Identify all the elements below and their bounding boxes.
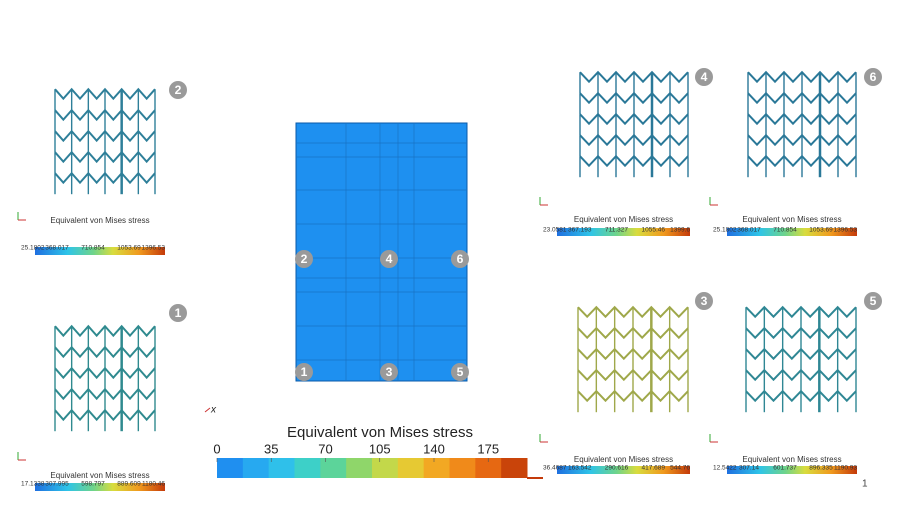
colorbar-tick-label: 0 (213, 441, 220, 456)
colorbar-tick-label: 1180.46 (142, 481, 165, 488)
colorbar-segment (242, 458, 270, 478)
colorbar-tick-label: 896.335 (809, 465, 833, 472)
badge-label: 5 (457, 365, 464, 379)
colorbar-tick-label: 544.76 (670, 465, 690, 472)
axis-icon (204, 407, 211, 413)
colorbar-tick-label: 35 (264, 441, 278, 456)
badge-circle (451, 250, 469, 268)
badge-circle (695, 292, 713, 310)
colorbar-segment (294, 458, 321, 478)
colorbar-tick-label: 307.995 (45, 481, 69, 488)
badge-label: 3 (701, 294, 708, 308)
colorbar-segment (397, 458, 425, 478)
badge-label: 1 (301, 365, 308, 379)
colorbar-tick-label: 598.797 (81, 481, 105, 488)
badge-label: 5 (870, 294, 877, 308)
badge-circle (451, 363, 469, 381)
colorbar-segment (346, 458, 373, 478)
colorbar-segment (449, 458, 476, 478)
badge-label: 1 (175, 306, 182, 320)
colorbar-tick-label: 25.1802 (21, 245, 45, 252)
colorbar-title: Equivalent von Mises stress (742, 215, 841, 224)
colorbar-title: Equivalent von Mises stress (50, 216, 149, 225)
badge-circle (169, 81, 187, 99)
badge-label: 2 (301, 252, 308, 266)
badge-label: 2 (175, 83, 182, 97)
badge-label: 6 (870, 70, 877, 84)
lattice (54, 87, 156, 195)
colorbar-tick-label: 889.609 (117, 481, 141, 488)
colorbar-segment (501, 458, 528, 478)
badge-circle (864, 292, 882, 310)
center-model (295, 122, 468, 382)
colorbar-segment (475, 458, 502, 478)
axis-label: x (210, 405, 217, 416)
colorbar-title: Equivalent von Mises stress (574, 215, 673, 224)
colorbar-tick-label: 711.327 (605, 227, 628, 234)
badge-label: 3 (386, 365, 393, 379)
colorbar-tick-label: 163.542 (568, 465, 592, 472)
badge-label: 6 (457, 252, 464, 266)
badge-circle (864, 68, 882, 86)
colorbar-tick-label: 25.1802 (713, 227, 737, 234)
colorbar-tick-label: 1055.46 (642, 227, 666, 234)
colorbar-tick-label: 1053.69 (809, 227, 833, 234)
colorbar (727, 466, 857, 474)
badge-circle (380, 363, 398, 381)
colorbar-tick-label: 417.689 (642, 465, 666, 472)
colorbar (35, 483, 165, 491)
colorbar-title: Equivalent von Mises stress (50, 471, 149, 480)
colorbar-tick-label: 307.14 (739, 465, 759, 472)
colorbar-tick-label: 140 (423, 441, 445, 456)
colorbar-tick-label: 601.737 (773, 465, 797, 472)
colorbar-tick-label: 36.4687 (543, 465, 567, 472)
colorbar-tick-label: 367.193 (568, 227, 592, 234)
colorbar-title: Equivalent von Mises stress (742, 455, 841, 464)
page-number: 1 (862, 479, 868, 490)
colorbar-tick-label: 12.5422 (713, 465, 737, 472)
colorbar (557, 466, 690, 474)
colorbar-tick-label: 23.0581 (543, 227, 567, 234)
colorbar-tick-label: 17.1338 (21, 481, 45, 488)
colorbar-segment (423, 458, 450, 478)
colorbar-tick-label: 368.017 (737, 227, 761, 234)
colorbar-tick-label: 175 (477, 441, 499, 456)
lattice (745, 305, 857, 413)
colorbar-segment (372, 458, 399, 478)
lattice (579, 70, 689, 178)
colorbar-tick-label: 290.616 (605, 465, 629, 472)
colorbar (35, 247, 165, 255)
lattice (747, 70, 857, 178)
colorbar-title: Equivalent von Mises stress (287, 424, 473, 441)
badge-circle (295, 250, 313, 268)
colorbar-tick-label: 1396.53 (142, 245, 166, 252)
badge-label: 4 (701, 70, 708, 84)
colorbar (557, 228, 690, 236)
colorbar (727, 228, 857, 236)
colorbar-tick-label: 1396.53 (834, 227, 858, 234)
colorbar-tick-label: 1399.6 (670, 227, 690, 234)
lattice (54, 324, 156, 432)
colorbar-tick-label: 70 (318, 441, 332, 456)
badge-circle (695, 68, 713, 86)
colorbar-segment (217, 458, 244, 478)
colorbar-tick-label: 1190.93 (834, 465, 857, 472)
colorbar-tick-label: 105 (369, 441, 391, 456)
lattice (577, 305, 689, 413)
badge-circle (169, 304, 187, 322)
badge-circle (295, 363, 313, 381)
colorbar-tick-label: 1053.69 (117, 245, 141, 252)
badge-circle (380, 250, 398, 268)
colorbar-tick-label: 710.854 (81, 245, 105, 252)
colorbar-segment (320, 458, 347, 478)
colorbar-tick-label: 368.017 (45, 245, 69, 252)
colorbar-title: Equivalent von Mises stress (574, 455, 673, 464)
badge-label: 4 (386, 252, 393, 266)
colorbar-tick-label: 710.854 (773, 227, 797, 234)
colorbar-segment (268, 458, 295, 478)
